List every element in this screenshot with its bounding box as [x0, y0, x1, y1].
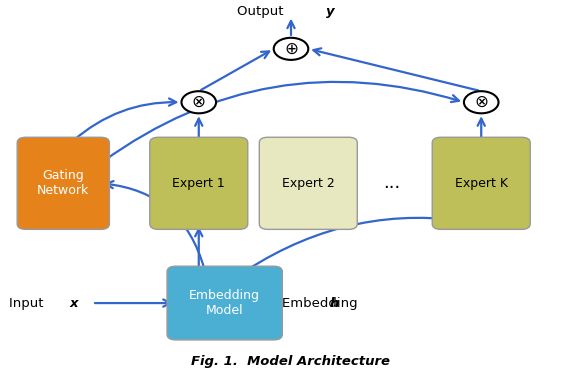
Text: Input: Input [9, 297, 47, 310]
Text: ⊗: ⊗ [192, 93, 205, 111]
FancyBboxPatch shape [260, 137, 357, 229]
Text: ⊕: ⊕ [284, 40, 298, 58]
Circle shape [274, 38, 308, 60]
FancyBboxPatch shape [17, 137, 109, 229]
Text: Expert 1: Expert 1 [172, 177, 225, 190]
Text: Expert K: Expert K [455, 177, 508, 190]
Circle shape [464, 91, 499, 113]
Text: Gating
Network: Gating Network [37, 169, 90, 197]
FancyBboxPatch shape [432, 137, 530, 229]
Text: y: y [325, 6, 334, 18]
FancyBboxPatch shape [150, 137, 248, 229]
Text: Embedding
Model: Embedding Model [189, 289, 260, 317]
Text: Fig. 1.  Model Architecture: Fig. 1. Model Architecture [191, 355, 391, 368]
Text: Output: Output [237, 6, 288, 18]
Text: Expert 2: Expert 2 [282, 177, 335, 190]
Text: ...: ... [384, 174, 400, 192]
Text: Embedding: Embedding [282, 297, 362, 310]
Text: x: x [69, 297, 77, 310]
Circle shape [182, 91, 216, 113]
FancyBboxPatch shape [167, 266, 282, 340]
Text: ⊗: ⊗ [474, 93, 488, 111]
Text: h: h [329, 297, 339, 310]
